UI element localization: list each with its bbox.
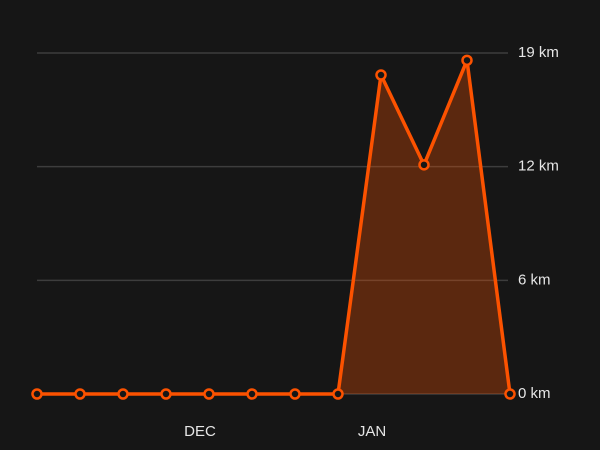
point bbox=[246, 388, 258, 400]
point bbox=[418, 159, 430, 171]
point bbox=[375, 69, 387, 81]
point bbox=[160, 388, 172, 400]
point bbox=[289, 388, 301, 400]
area bbox=[37, 60, 510, 394]
point bbox=[74, 388, 86, 400]
y-tick-label: 19 km bbox=[518, 44, 559, 61]
y-tick-label: 0 km bbox=[518, 385, 551, 402]
x-tick-label: JAN bbox=[358, 423, 386, 440]
point bbox=[117, 388, 129, 400]
point bbox=[31, 388, 43, 400]
point bbox=[461, 54, 473, 67]
point bbox=[504, 388, 516, 400]
point bbox=[332, 388, 344, 400]
line bbox=[37, 58, 512, 396]
x-tick-label: DEC bbox=[184, 423, 216, 440]
point bbox=[203, 388, 215, 400]
y-tick-label: 12 km bbox=[518, 158, 559, 175]
y-tick-label: 6 km bbox=[518, 271, 551, 288]
